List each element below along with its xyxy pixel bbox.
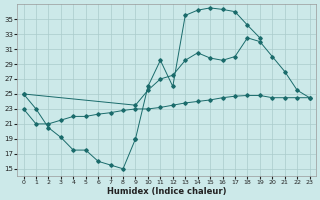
- X-axis label: Humidex (Indice chaleur): Humidex (Indice chaleur): [107, 187, 226, 196]
